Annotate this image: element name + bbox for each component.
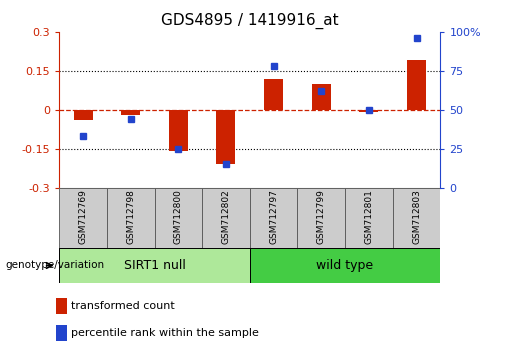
Bar: [202, 188, 250, 248]
Bar: [56, 325, 67, 341]
Bar: [74, 110, 93, 120]
Bar: [392, 188, 440, 248]
Bar: [59, 188, 107, 248]
Text: percentile rank within the sample: percentile rank within the sample: [71, 328, 259, 338]
Bar: [250, 188, 297, 248]
Bar: [312, 84, 331, 110]
Bar: [107, 188, 154, 248]
Text: wild type: wild type: [317, 259, 373, 272]
Bar: [154, 188, 202, 248]
Bar: [407, 61, 426, 110]
Text: genotype/variation: genotype/variation: [5, 261, 104, 270]
Bar: [250, 248, 440, 283]
Bar: [56, 297, 67, 314]
Bar: [297, 188, 345, 248]
Title: GDS4895 / 1419916_at: GDS4895 / 1419916_at: [161, 13, 338, 29]
Text: GSM712769: GSM712769: [79, 189, 88, 244]
Bar: [359, 110, 379, 112]
Bar: [216, 110, 235, 164]
Text: GSM712798: GSM712798: [126, 189, 135, 244]
Bar: [264, 79, 283, 110]
Text: GSM712801: GSM712801: [365, 189, 373, 244]
Text: transformed count: transformed count: [71, 301, 175, 311]
Text: SIRT1 null: SIRT1 null: [124, 259, 185, 272]
Text: GSM712802: GSM712802: [221, 189, 230, 244]
Text: GSM712797: GSM712797: [269, 189, 278, 244]
Bar: [59, 248, 250, 283]
Text: GSM712799: GSM712799: [317, 189, 325, 244]
Bar: [169, 110, 188, 151]
Text: GSM712800: GSM712800: [174, 189, 183, 244]
Text: GSM712803: GSM712803: [412, 189, 421, 244]
Bar: [345, 188, 392, 248]
Bar: [121, 110, 140, 115]
